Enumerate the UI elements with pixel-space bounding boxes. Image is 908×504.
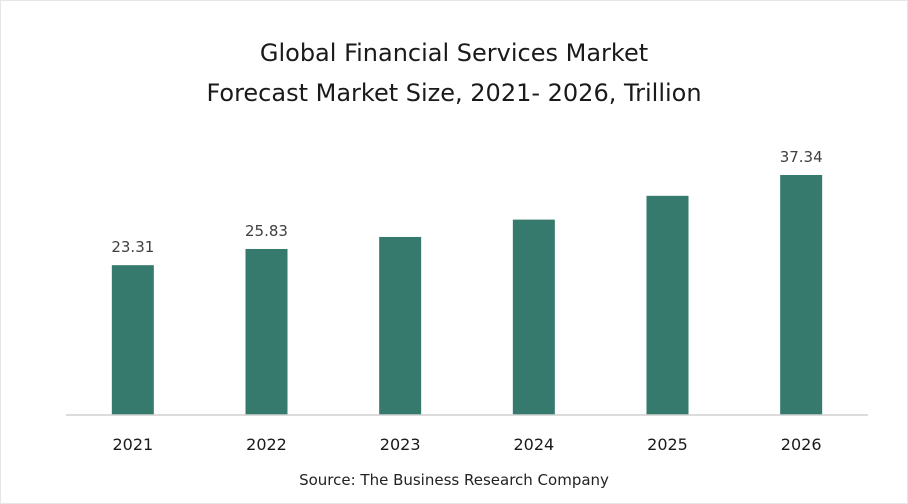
data-label-2021: 23.31: [111, 238, 154, 256]
source-note: Source: The Business Research Company: [299, 471, 609, 489]
chart-subtitle: Forecast Market Size, 2021- 2026, Trilli…: [206, 79, 702, 107]
bar-2024: [512, 219, 555, 415]
x-tick-label-2026: 2026: [781, 435, 822, 454]
x-tick-label-2022: 2022: [246, 435, 287, 454]
chart-title: Global Financial Services Market: [259, 39, 649, 67]
bar-2022: [245, 248, 288, 415]
data-label-2026: 37.34: [780, 148, 823, 166]
x-tick-label-2023: 2023: [380, 435, 421, 454]
x-tick-label-2021: 2021: [112, 435, 153, 454]
x-tick-label-2025: 2025: [647, 435, 688, 454]
x-tick-label-2024: 2024: [513, 435, 554, 454]
data-label-2022: 25.83: [245, 222, 288, 240]
bar-2023: [379, 236, 422, 415]
bar-2025: [646, 195, 689, 415]
bar-2026: [780, 175, 823, 415]
bar-2021: [111, 265, 154, 415]
